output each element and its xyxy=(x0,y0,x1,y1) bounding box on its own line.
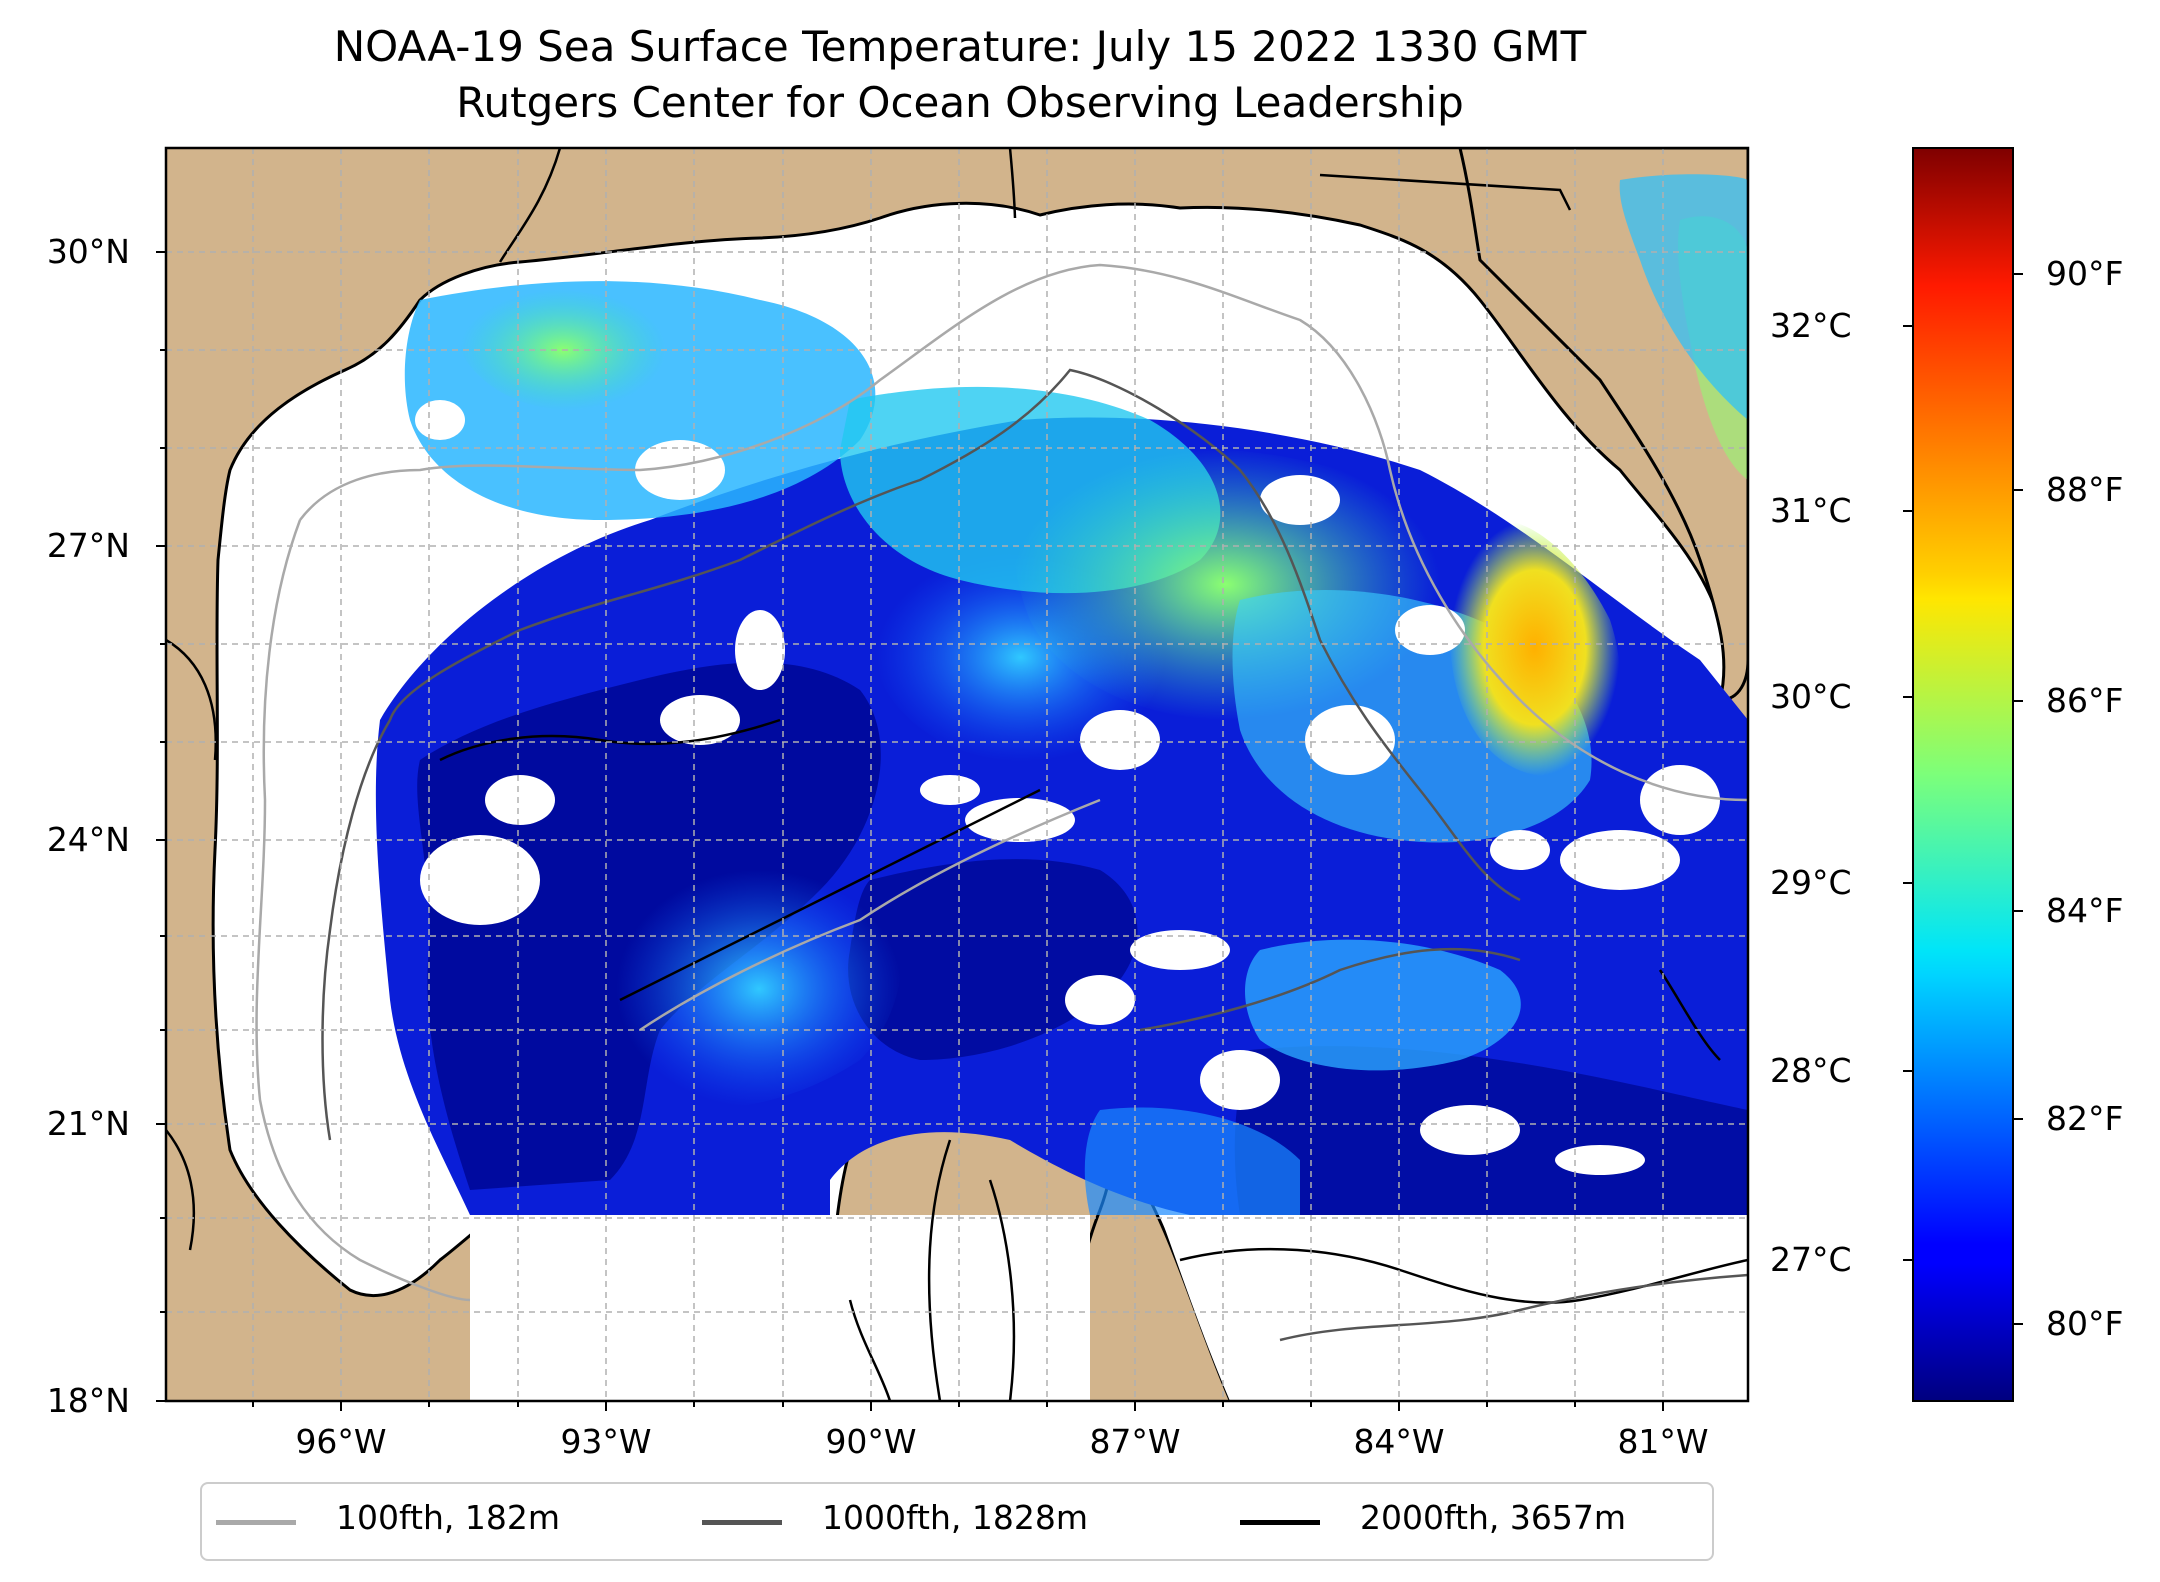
colorbar-label-28c: 28°C xyxy=(1770,1051,1852,1090)
legend-label: 100fth, 182m xyxy=(336,1498,560,1537)
colorbar-label-82f: 82°F xyxy=(2046,1099,2124,1138)
chart-subtitle: Rutgers Center for Ocean Observing Leade… xyxy=(456,78,1464,127)
axis-ticks xyxy=(156,251,1664,1411)
legend-label: 1000fth, 1828m xyxy=(822,1498,1088,1537)
colorbar-label-29c: 29°C xyxy=(1770,863,1852,902)
colorbar-label-30c: 30°C xyxy=(1770,677,1852,716)
lat-label-21n: 21°N xyxy=(46,1104,130,1143)
legend-swatch-1000fth xyxy=(702,1520,782,1525)
chart-title: NOAA-19 Sea Surface Temperature: July 15… xyxy=(333,22,1587,71)
colorbar xyxy=(1912,147,2014,1402)
lat-label-24n: 24°N xyxy=(46,820,130,859)
colorbar-label-88f: 88°F xyxy=(2046,470,2124,509)
legend-swatch-100fth xyxy=(216,1520,296,1525)
colorbar-label-31c: 31°C xyxy=(1770,491,1852,530)
contour-2000fth xyxy=(439,718,1041,1002)
legend-label: 2000fth, 3657m xyxy=(1360,1498,1626,1537)
colorbar-label-80f: 80°F xyxy=(2046,1304,2124,1343)
legend-swatch-2000fth xyxy=(1240,1520,1320,1525)
contour-100fth xyxy=(255,263,1748,1302)
colorbar-label-32c: 32°C xyxy=(1770,306,1852,345)
legend: 100fth, 182m 1000fth, 1828m 2000fth, 365… xyxy=(200,1482,1714,1561)
colorbar-label-27c: 27°C xyxy=(1770,1240,1852,1279)
lon-label-84w: 84°W xyxy=(1353,1422,1445,1461)
contour-1000fth xyxy=(321,368,1521,1141)
lon-label-96w: 96°W xyxy=(295,1422,387,1461)
lon-label-81w: 81°W xyxy=(1617,1422,1709,1461)
map-frame xyxy=(164,146,1750,1403)
lat-label-18n: 18°N xyxy=(46,1381,130,1420)
lon-label-93w: 93°W xyxy=(560,1422,652,1461)
lat-label-27n: 27°N xyxy=(46,526,130,565)
colorbar-label-90f: 90°F xyxy=(2046,254,2124,293)
colorbar-label-84f: 84°F xyxy=(2046,891,2124,930)
lon-label-90w: 90°W xyxy=(825,1422,917,1461)
lon-label-87w: 87°W xyxy=(1089,1422,1181,1461)
lat-label-30n: 30°N xyxy=(46,232,130,271)
colorbar-label-86f: 86°F xyxy=(2046,681,2124,720)
no-data-band xyxy=(470,1215,1090,1401)
colorbar-ticks xyxy=(1903,273,2023,1325)
